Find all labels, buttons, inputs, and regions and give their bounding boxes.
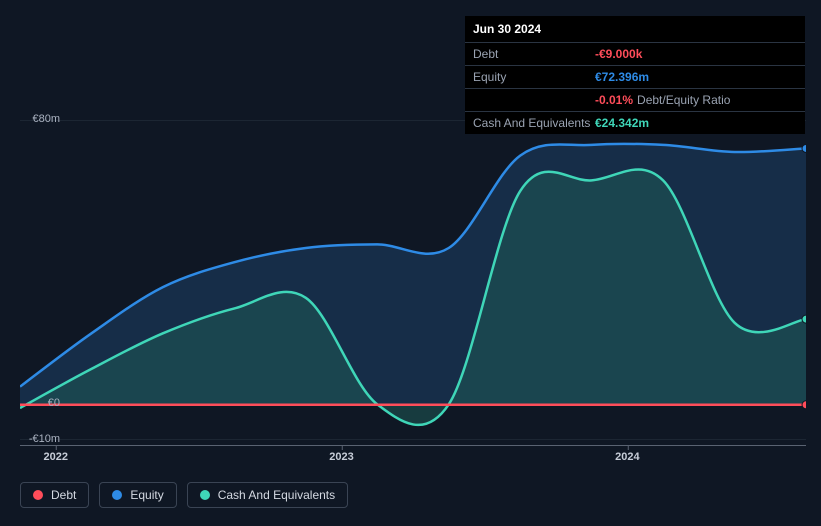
chart-svg [20, 120, 806, 440]
x-axis-label: 2024 [615, 451, 639, 463]
legend-label: Cash And Equivalents [218, 488, 335, 502]
y-axis-label: €0 [24, 397, 60, 409]
tooltip-row: Cash And Equivalents€24.342m [465, 112, 805, 134]
x-axis-label: 2023 [329, 451, 353, 463]
y-axis-label: -€10m [24, 433, 60, 445]
x-axis: 2022 2023 2024 [20, 445, 806, 473]
tooltip-row: Equity€72.396m [465, 66, 805, 89]
end-marker [802, 401, 806, 409]
x-axis-label: 2022 [43, 451, 67, 463]
chart-legend: Debt Equity Cash And Equivalents [20, 482, 348, 508]
legend-item-equity[interactable]: Equity [99, 482, 176, 508]
legend-dot-icon [112, 490, 122, 500]
legend-item-cash-and-equivalents[interactable]: Cash And Equivalents [187, 482, 348, 508]
y-axis-label: €80m [24, 113, 60, 125]
legend-label: Equity [130, 488, 163, 502]
tooltip-date: Jun 30 2024 [465, 16, 805, 43]
legend-dot-icon [33, 490, 43, 500]
x-axis-line [20, 445, 806, 446]
legend-item-debt[interactable]: Debt [20, 482, 89, 508]
tooltip-label: Debt [473, 47, 595, 61]
tooltip-value: -€9.000k [595, 47, 642, 61]
end-marker [802, 315, 806, 323]
legend-label: Debt [51, 488, 76, 502]
tooltip-label: Cash And Equivalents [473, 116, 595, 130]
tooltip-value: €24.342m [595, 116, 649, 130]
end-marker [802, 144, 806, 152]
chart-tooltip: Jun 30 2024 Debt-€9.000kEquity€72.396m-0… [465, 16, 805, 134]
tooltip-row: Debt-€9.000k [465, 43, 805, 66]
legend-dot-icon [200, 490, 210, 500]
tooltip-value: -0.01%Debt/Equity Ratio [595, 93, 730, 107]
tooltip-extra: Debt/Equity Ratio [637, 93, 730, 107]
chart-plot-area: €80m€0-€10m [20, 120, 806, 440]
tooltip-value: €72.396m [595, 70, 649, 84]
tooltip-label: Equity [473, 70, 595, 84]
tooltip-label [473, 93, 595, 107]
tooltip-row: -0.01%Debt/Equity Ratio [465, 89, 805, 112]
